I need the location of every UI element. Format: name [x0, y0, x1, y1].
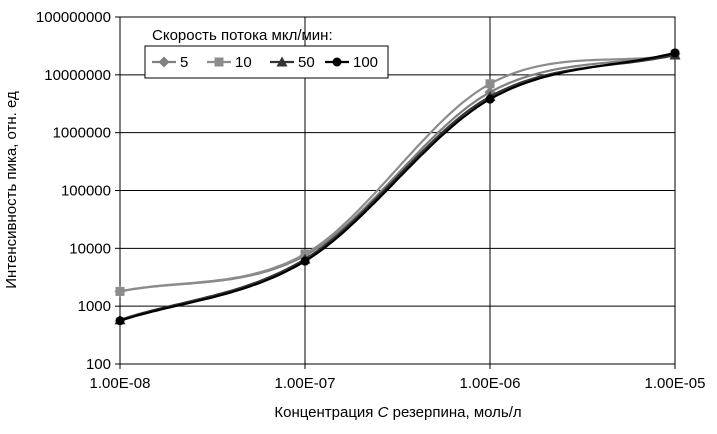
y-tick-labels: 100 1000 10000 100000 1000000 10000000 1000000… [36, 9, 111, 373]
x-axis-title-variable: C [378, 404, 389, 421]
data-point [485, 79, 495, 89]
x-tick-label: 1.00E-08 [90, 375, 151, 392]
series-line [119, 51, 676, 322]
legend-label: 50 [298, 54, 315, 71]
data-point [485, 94, 495, 104]
legend-marker [276, 56, 288, 67]
y-tick-label: 100 [86, 356, 111, 373]
legend-item-10: 10 [207, 54, 252, 71]
x-tick-labels: 1.00E-08 1.00E-07 1.00E-06 1.00E-05 [90, 375, 706, 392]
x-axis-title-part-1: Концентрация [274, 404, 377, 421]
legend-marker [214, 57, 224, 67]
x-tick-label: 1.00E-06 [460, 375, 521, 392]
y-tick-label: 1000000 [53, 125, 111, 142]
y-tick-label: 100000 [61, 183, 111, 200]
legend-label: 10 [235, 54, 252, 71]
data-point [115, 286, 125, 296]
series-line [119, 53, 676, 293]
x-tick-label: 1.00E-05 [645, 375, 706, 392]
data-point [670, 48, 680, 58]
legend: Скорость потока мкл/мин: 5 10 50 100 [144, 27, 389, 79]
legend-title: Скорость потока мкл/мин: [152, 27, 333, 44]
y-axis-title: Интенсивность пика, отн. ед [3, 91, 20, 289]
x-tick-label: 1.00E-07 [275, 375, 336, 392]
legend-item-100: 100 [325, 54, 378, 71]
legend-marker [332, 57, 342, 67]
legend-item-50: 50 [270, 54, 315, 71]
y-tick-label: 10000 [69, 240, 111, 257]
x-axis-title-part-2: резерпина, моль/л [388, 404, 521, 421]
legend-items: 5 10 50 100 [152, 54, 378, 71]
series-100 [115, 48, 680, 326]
grid-lines [115, 16, 676, 369]
data-point [300, 256, 310, 266]
data-point [115, 316, 125, 326]
y-tick-label: 1000 [78, 298, 111, 315]
legend-label: 5 [180, 54, 188, 71]
legend-item-5: 5 [152, 54, 188, 71]
legend-marker [158, 56, 170, 68]
x-axis-title: Концентрация C резерпина, моль/л [274, 404, 521, 421]
legend-label: 100 [353, 54, 378, 71]
y-tick-label: 100000000 [36, 9, 111, 26]
y-tick-label: 10000000 [44, 67, 111, 84]
series-layer [114, 48, 681, 326]
